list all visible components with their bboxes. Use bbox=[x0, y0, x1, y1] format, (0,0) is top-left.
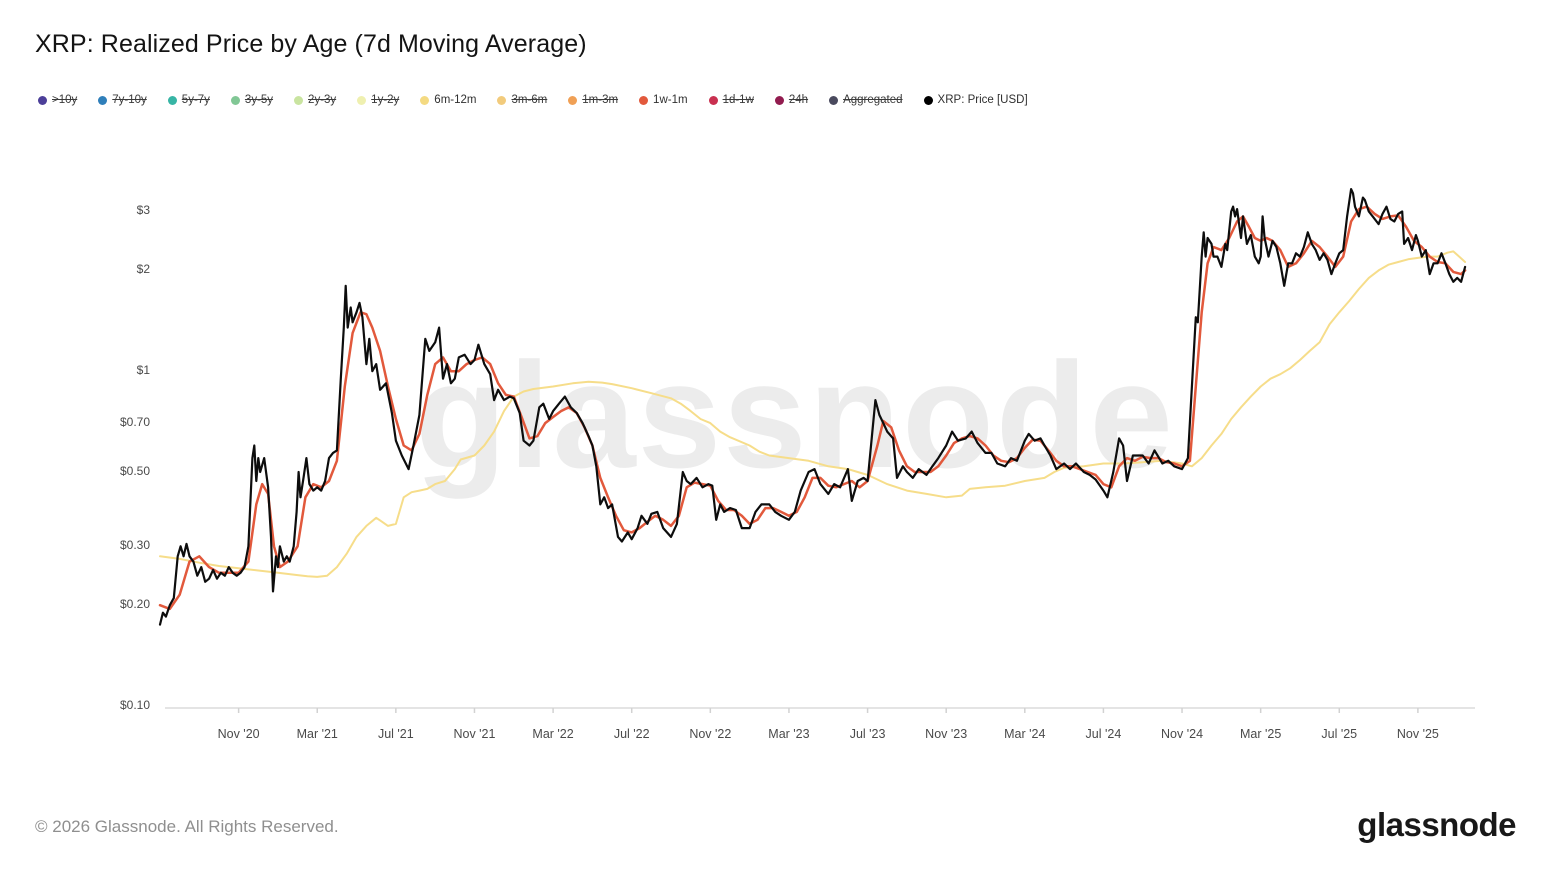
legend-item-label: 3y-5y bbox=[244, 94, 274, 106]
x-axis-label: Mar '23 bbox=[768, 727, 810, 741]
legend-dot-icon bbox=[294, 95, 304, 105]
x-axis-label: Mar '21 bbox=[296, 727, 338, 741]
legend-item-1d-1w[interactable]: 1d-1w bbox=[708, 94, 754, 106]
legend-item-label: 7y-10y bbox=[112, 94, 147, 106]
x-axis-label: Jul '22 bbox=[613, 727, 650, 741]
x-axis-label: Nov '24 bbox=[1161, 727, 1204, 741]
x-axis-label: Jul '25 bbox=[1321, 727, 1358, 741]
legend-item-label: 1y-2y bbox=[371, 94, 400, 106]
y-axis-label: $0.70 bbox=[119, 415, 150, 430]
x-axis-label: Mar '22 bbox=[532, 727, 574, 741]
x-axis-label: Jul '23 bbox=[849, 727, 886, 741]
legend-item-2y-3y[interactable]: 2y-3y bbox=[294, 94, 336, 106]
legend-dot-icon bbox=[568, 95, 578, 105]
legend-item-label: 2y-3y bbox=[308, 94, 337, 106]
legend-item-5y-7y[interactable]: 5y-7y bbox=[167, 94, 210, 106]
legend-item-aggregated[interactable]: Aggregated bbox=[829, 94, 903, 106]
x-axis-label: Jul '24 bbox=[1085, 727, 1122, 741]
legend-item--10y[interactable]: >10y bbox=[38, 94, 77, 106]
x-axis-label: Nov '21 bbox=[453, 727, 496, 741]
legend-item-label: 1d-1w bbox=[722, 94, 754, 106]
legend-dot-icon bbox=[167, 95, 177, 105]
legend-item-label: 3m-6m bbox=[511, 94, 548, 106]
y-axis-label: $0.30 bbox=[119, 538, 150, 553]
chart-legend: >10y 7y-10y 5y-7y 3y-5y 2y-3y 1y-2y 6m-12m 3m-6… bbox=[38, 94, 1028, 106]
legend-item-3m-6m[interactable]: 3m-6m bbox=[497, 94, 547, 106]
legend-dot-icon bbox=[774, 95, 784, 105]
y-axis-label: $2 bbox=[136, 262, 150, 277]
x-axis-label: Nov '25 bbox=[1396, 727, 1439, 741]
legend-item-label: 24h bbox=[788, 94, 809, 106]
chart-area[interactable]: glassnode $3 $2 $1 $0.70 $0.50 $0.30 $0.20 $0.1… bbox=[0, 0, 1552, 780]
legend-dot-icon bbox=[357, 95, 367, 105]
legend-item-label: 5y-7y bbox=[181, 94, 210, 106]
legend-dot-icon bbox=[230, 95, 240, 105]
legend-dot-icon bbox=[38, 95, 47, 105]
legend-item-label: 1w-1m bbox=[653, 94, 688, 106]
page-title: XRP: Realized Price by Age (7d Moving Av… bbox=[35, 30, 587, 58]
x-axis-label: Nov '20 bbox=[217, 727, 260, 741]
legend-item-label: >10y bbox=[52, 94, 78, 106]
legend-dot-icon bbox=[923, 95, 933, 105]
legend-item-label: 6m-12m bbox=[434, 94, 477, 106]
x-axis-label: Nov '22 bbox=[689, 727, 732, 741]
legend-item-1y-2y[interactable]: 1y-2y bbox=[357, 94, 399, 106]
chart-plot[interactable] bbox=[0, 0, 1552, 780]
x-axis-label: Mar '25 bbox=[1240, 727, 1282, 741]
legend-item-label: Aggregated bbox=[843, 94, 903, 106]
legend-item-24h[interactable]: 24h bbox=[774, 94, 809, 106]
legend-item-6m-12m[interactable]: 6m-12m bbox=[420, 94, 476, 106]
legend-item-label: 1m-3m bbox=[582, 94, 619, 106]
legend-dot-icon bbox=[708, 95, 718, 105]
legend-item-label: XRP: Price [USD] bbox=[937, 94, 1028, 106]
y-axis-label: $0.10 bbox=[119, 698, 150, 712]
y-axis-label: $3 bbox=[136, 203, 150, 218]
y-axis-label: $1 bbox=[136, 363, 150, 378]
legend-dot-icon bbox=[497, 95, 507, 105]
legend-item-7y-10y[interactable]: 7y-10y bbox=[98, 94, 147, 106]
legend-dot-icon bbox=[829, 95, 839, 105]
series-line-1w-1m bbox=[158, 205, 1467, 611]
legend-dot-icon bbox=[98, 95, 108, 105]
glassnode-logo: glassnode bbox=[1357, 806, 1516, 843]
legend-dot-icon bbox=[639, 95, 649, 105]
series-line-xrp-price-usd- bbox=[158, 188, 1467, 626]
legend-dot-icon bbox=[420, 95, 430, 105]
x-axis-label: Nov '23 bbox=[925, 727, 968, 741]
legend-item-1m-3m[interactable]: 1m-3m bbox=[568, 94, 618, 106]
legend-item-1w-1m[interactable]: 1w-1m bbox=[639, 94, 688, 106]
x-axis-label: Jul '21 bbox=[377, 727, 414, 741]
footer-copyright: © 2026 Glassnode. All Rights Reserved. bbox=[35, 817, 339, 836]
series-line-6m-12m bbox=[159, 250, 1467, 578]
legend-item-xrp-price-usd-[interactable]: XRP: Price [USD] bbox=[923, 94, 1028, 106]
legend-item-3y-5y[interactable]: 3y-5y bbox=[230, 94, 274, 106]
y-axis-label: $0.20 bbox=[119, 597, 150, 612]
x-axis-label: Mar '24 bbox=[1004, 727, 1046, 741]
y-axis-label: $0.50 bbox=[119, 463, 150, 478]
watermark: glassnode bbox=[415, 331, 1175, 499]
